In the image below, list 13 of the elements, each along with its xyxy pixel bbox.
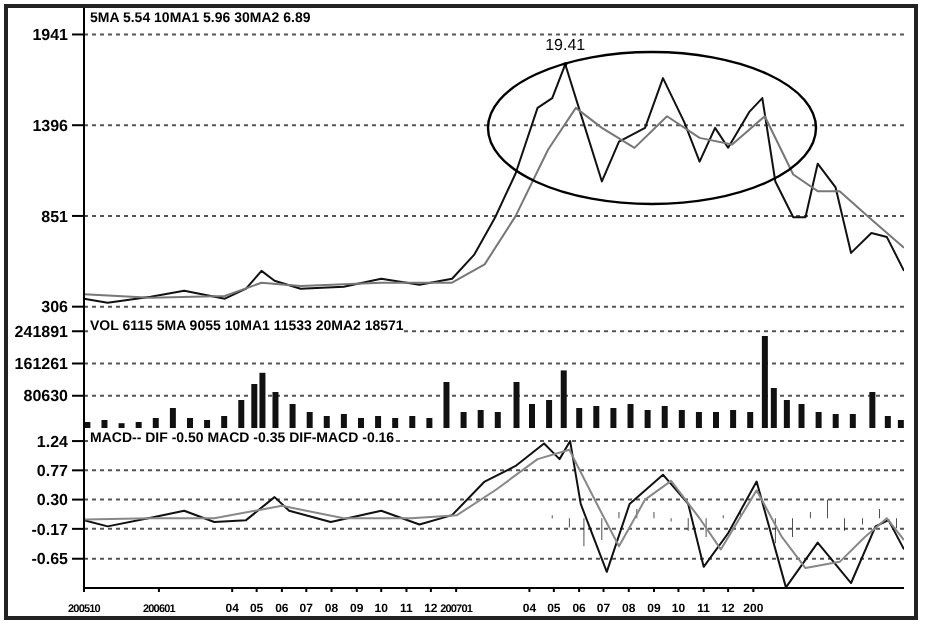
y-tick-label: 0.30 — [36, 491, 70, 510]
y-tick-label: 0.77 — [36, 462, 70, 481]
y-tick-label: 161261 — [14, 355, 70, 374]
y-tick-label: -0.17 — [31, 520, 70, 539]
y-tick-label: 851 — [41, 207, 70, 226]
y-tick-label: 306 — [41, 298, 70, 317]
y-tick-label: -0.65 — [31, 550, 70, 569]
y-tick-label: 241891 — [14, 322, 70, 341]
y-tick-label: 1396 — [32, 116, 70, 135]
y-tick-label: 1941 — [32, 26, 70, 45]
y-tick-label: 1.24 — [36, 432, 70, 451]
annotation: 19.41 — [545, 36, 587, 55]
y-tick-label: 80630 — [23, 387, 70, 406]
